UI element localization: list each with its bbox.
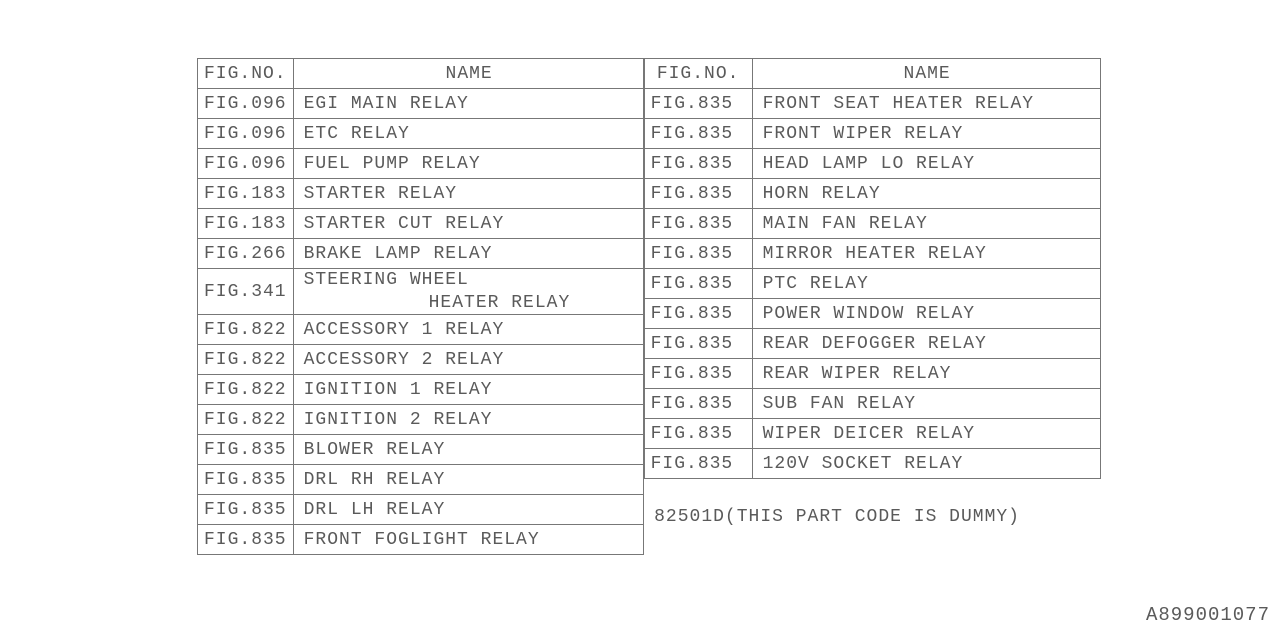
name-cell: IGNITION 1 RELAY [293,375,643,405]
fig-no-cell: FIG.835 [644,119,752,149]
fig-no-cell: FIG.835 [198,495,294,525]
fig-no-cell: FIG.835 [644,359,752,389]
fig-no-cell: FIG.096 [198,149,294,179]
fig-no-cell: FIG.835 [644,329,752,359]
fig-no-cell: FIG.183 [198,179,294,209]
name-cell: REAR WIPER RELAY [752,359,1100,389]
table-row: FIG.835FRONT WIPER RELAY [644,119,1100,149]
name-cell: FUEL PUMP RELAY [293,149,643,179]
table-row: FIG.835FRONT FOGLIGHT RELAY [198,525,644,555]
table-row: FIG.835MIRROR HEATER RELAY [644,239,1100,269]
table-row: FIG.822ACCESSORY 2 RELAY [198,345,644,375]
fig-no-cell: FIG.835 [644,149,752,179]
table-row: FIG.835DRL LH RELAY [198,495,644,525]
name-cell: EGI MAIN RELAY [293,89,643,119]
relay-table-right: FIG.NO.NAMEFIG.835FRONT SEAT HEATER RELA… [644,58,1101,528]
table-row: FIG.822IGNITION 2 RELAY [198,405,644,435]
fig-no-cell: FIG.822 [198,345,294,375]
fig-no-cell: FIG.341 [198,269,294,315]
table-row: FIG.096FUEL PUMP RELAY [198,149,644,179]
col-header-name: NAME [293,59,643,89]
name-cell: BRAKE LAMP RELAY [293,239,643,269]
table-row: FIG.266BRAKE LAMP RELAY [198,239,644,269]
name-cell: DRL RH RELAY [293,465,643,495]
fig-no-cell: FIG.835 [644,269,752,299]
document-id: A899001077 [1146,604,1270,626]
fig-no-cell: FIG.835 [644,89,752,119]
fig-no-cell: FIG.835 [644,299,752,329]
table-row: FIG.835SUB FAN RELAY [644,389,1100,419]
fig-no-cell: FIG.835 [644,419,752,449]
fig-no-cell: FIG.835 [198,435,294,465]
relay-table-left: FIG.NO.NAMEFIG.096EGI MAIN RELAYFIG.096E… [197,58,644,555]
table-row: FIG.835WIPER DEICER RELAY [644,419,1100,449]
name-cell: IGNITION 2 RELAY [293,405,643,435]
col-header-fig: FIG.NO. [198,59,294,89]
fig-no-cell: FIG.835 [644,449,752,479]
table-row: FIG.822ACCESSORY 1 RELAY [198,315,644,345]
fig-no-cell: FIG.822 [198,375,294,405]
table-row: FIG.096ETC RELAY [198,119,644,149]
name-cell: MIRROR HEATER RELAY [752,239,1100,269]
name-cell: REAR DEFOGGER RELAY [752,329,1100,359]
name-cell: DRL LH RELAY [293,495,643,525]
footer-note: 82501D(THIS PART CODE IS DUMMY) [644,479,1100,529]
fig-no-cell: FIG.266 [198,239,294,269]
name-cell: ACCESSORY 2 RELAY [293,345,643,375]
table-row: FIG.835PTC RELAY [644,269,1100,299]
name-cell: STARTER RELAY [293,179,643,209]
name-cell: BLOWER RELAY [293,435,643,465]
fig-no-cell: FIG.822 [198,405,294,435]
footer-note-row: 82501D(THIS PART CODE IS DUMMY) [644,479,1100,529]
name-cell: POWER WINDOW RELAY [752,299,1100,329]
fig-no-cell: FIG.183 [198,209,294,239]
tables-container: FIG.NO.NAMEFIG.096EGI MAIN RELAYFIG.096E… [197,58,1101,555]
name-cell: ACCESSORY 1 RELAY [293,315,643,345]
table-row: FIG.835BLOWER RELAY [198,435,644,465]
fig-no-cell: FIG.835 [644,389,752,419]
name-cell: ETC RELAY [293,119,643,149]
table-row: FIG.183STARTER RELAY [198,179,644,209]
table-row: FIG.835REAR DEFOGGER RELAY [644,329,1100,359]
name-cell: HEAD LAMP LO RELAY [752,149,1100,179]
table-row: FIG.096EGI MAIN RELAY [198,89,644,119]
fig-no-cell: FIG.835 [644,179,752,209]
fig-no-cell: FIG.835 [644,239,752,269]
table-row: FIG.341STEERING WHEELHEATER RELAY [198,269,644,315]
table-row: FIG.835120V SOCKET RELAY [644,449,1100,479]
name-cell: FRONT SEAT HEATER RELAY [752,89,1100,119]
name-cell: PTC RELAY [752,269,1100,299]
table-row: FIG.822IGNITION 1 RELAY [198,375,644,405]
table-row: FIG.835POWER WINDOW RELAY [644,299,1100,329]
col-header-fig: FIG.NO. [644,59,752,89]
fig-no-cell: FIG.835 [644,209,752,239]
fig-no-cell: FIG.822 [198,315,294,345]
table-row: FIG.835HEAD LAMP LO RELAY [644,149,1100,179]
table-row: FIG.835REAR WIPER RELAY [644,359,1100,389]
table-header-row: FIG.NO.NAME [644,59,1100,89]
name-cell: MAIN FAN RELAY [752,209,1100,239]
fig-no-cell: FIG.835 [198,525,294,555]
name-cell: 120V SOCKET RELAY [752,449,1100,479]
name-cell: FRONT WIPER RELAY [752,119,1100,149]
table-row: FIG.835DRL RH RELAY [198,465,644,495]
table-row: FIG.835HORN RELAY [644,179,1100,209]
table-row: FIG.835FRONT SEAT HEATER RELAY [644,89,1100,119]
table-row: FIG.835MAIN FAN RELAY [644,209,1100,239]
name-cell: STARTER CUT RELAY [293,209,643,239]
name-cell: SUB FAN RELAY [752,389,1100,419]
col-header-name: NAME [752,59,1100,89]
name-cell: WIPER DEICER RELAY [752,419,1100,449]
fig-no-cell: FIG.096 [198,89,294,119]
fig-no-cell: FIG.096 [198,119,294,149]
name-cell: FRONT FOGLIGHT RELAY [293,525,643,555]
name-cell: STEERING WHEELHEATER RELAY [293,269,643,315]
table-row: FIG.183STARTER CUT RELAY [198,209,644,239]
name-cell: HORN RELAY [752,179,1100,209]
table-header-row: FIG.NO.NAME [198,59,644,89]
fig-no-cell: FIG.835 [198,465,294,495]
